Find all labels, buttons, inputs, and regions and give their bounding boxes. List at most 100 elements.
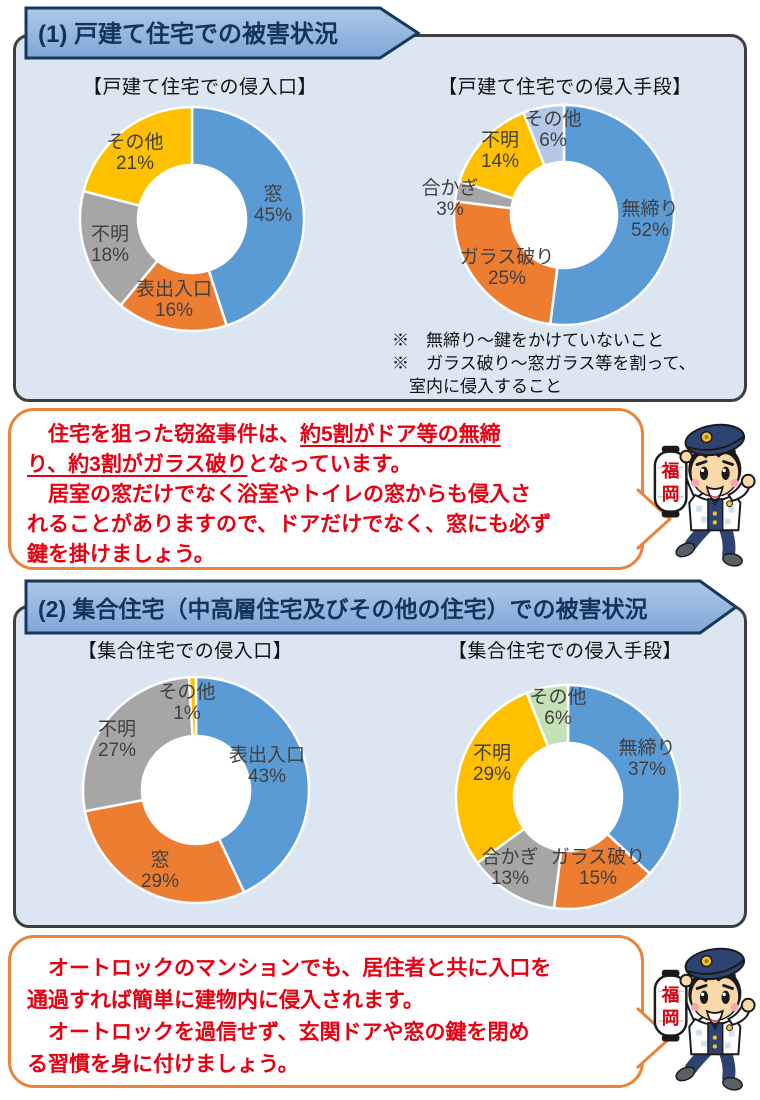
slice-label-name: その他 [158, 681, 215, 703]
right-fist [740, 473, 756, 489]
chart-title-apartment-entry-point: 【集合住宅での侵入口】 [77, 641, 293, 662]
bubble-line: 通過すれば簡単に建物内に侵入されます。 [27, 989, 424, 1012]
slice-label-name: 合かぎ [421, 177, 478, 199]
svg-text:福: 福 [661, 460, 680, 481]
slice-label-value: 29% [473, 764, 511, 785]
svg-text:岡: 岡 [662, 1008, 680, 1028]
section-1-banner: (1) 戸建て住宅での被害状況 [24, 6, 421, 60]
banner-pennant-shape [24, 579, 739, 635]
fukuoka-lantern-icon: 福 岡 [653, 445, 688, 518]
shoe-icon [722, 1076, 743, 1091]
slice-label-name: 不明 [91, 224, 129, 245]
slice-label-value: 29% [141, 871, 179, 892]
bubble-line: 居室の窓だけでなく浴室やトイレの窓からも侵入さ [27, 483, 531, 506]
slice-label-value: 21% [116, 153, 154, 174]
slice-label-name: その他 [529, 686, 586, 708]
police-mascot-character: 福 岡 [653, 423, 756, 567]
badge-icon [726, 500, 733, 508]
slice-label-value: 52% [631, 220, 669, 241]
slice-label-value: 6% [544, 708, 572, 729]
slice-label-name: 表出入口 [136, 278, 212, 300]
police-hat-icon [684, 423, 746, 457]
eye [721, 990, 730, 1004]
footnote-2: ※ ガラス破り～窓ガラス等を割って、 [392, 354, 696, 373]
necktie [710, 1022, 720, 1031]
mascot-head [684, 423, 746, 501]
bubble-line: オートロックのマンションでも、居住者と共に入口を [27, 957, 552, 980]
section-2-banner-label: (2) 集合住宅（中高層住宅及びその他の住宅）での被害状況 [38, 596, 648, 622]
slice-label-name: 窓 [150, 849, 169, 871]
slice-label-name: その他 [106, 131, 163, 153]
slice-label-name: 不明 [473, 743, 511, 764]
section-1-banner-label: (1) 戸建て住宅での被害状況 [38, 20, 338, 48]
bubble-line: る習慣を身に付けましょう。 [27, 1053, 299, 1076]
slice-label-value: 13% [491, 868, 529, 889]
slice-label-value: 16% [155, 300, 193, 321]
donut-hole [511, 162, 617, 268]
fukuoka-lantern-icon: 福 岡 [653, 969, 688, 1042]
bubble-line: れることがありますので、ドアだけでなく、窓にも必ず [27, 513, 552, 536]
bubble-line: オートロックを過信せず、玄関ドアや窓の鍵を閉め [27, 1021, 530, 1044]
bubble-line: 鍵を掛けましょう。 [27, 543, 215, 566]
mascot-figure: 福 岡 [653, 947, 756, 1091]
slice-label-value: 18% [91, 245, 129, 266]
slice-label-name: 無締り [621, 198, 678, 220]
slice-label-name: 合かぎ [481, 846, 538, 868]
shoe-icon [722, 552, 743, 567]
shoe-icon [675, 542, 696, 558]
slice-label-name: ガラス破り [551, 846, 646, 868]
bubble-line: り、約3割がガラス破りとなっています。 [27, 453, 412, 476]
slice-label-name: 窓 [263, 183, 282, 205]
slice-label-value: 15% [579, 868, 617, 889]
speech-bubble-1-tail [636, 488, 672, 550]
police-hat-icon [684, 947, 746, 981]
slice-label-name: 表出入口 [229, 744, 305, 766]
footnote-1: ※ 無締り～鍵をかけていないこと [392, 331, 664, 350]
badge-icon [726, 1024, 733, 1032]
speech-bubble-1-text: 住宅を狙った窃盗事件は、約5割がドア等の無締 り、約3割がガラス破りとなっています… [11, 411, 641, 570]
slice-label-value: 3% [436, 199, 464, 220]
slice-label-name: その他 [524, 108, 581, 130]
mascot-head [684, 947, 746, 1025]
slice-label-value: 27% [98, 740, 136, 761]
slice-label-value: 43% [248, 766, 286, 787]
slice-label-name: 不明 [98, 719, 136, 740]
donut-hole [514, 743, 622, 851]
chart-title-detached-entry-point: 【戸建て住宅での侵入口】 [82, 77, 317, 98]
footnote-3: 室内に侵入すること [392, 377, 562, 396]
mascot-figure: 福 岡 [653, 423, 756, 567]
mouth [705, 485, 724, 501]
slice-label-name: 不明 [481, 130, 519, 151]
necktie [710, 498, 720, 507]
section-2-banner: (2) 集合住宅（中高層住宅及びその他の住宅）での被害状況 [24, 579, 739, 635]
bubble-line: 住宅を狙った窃盗事件は、約5割がドア等の無締 [27, 423, 501, 446]
mouth [705, 1009, 724, 1025]
footnotes: ※ 無締り～鍵をかけていないこと ※ ガラス破り～窓ガラス等を割って、 室内に侵… [392, 329, 744, 398]
eye [699, 466, 709, 480]
slice-label-value: 45% [254, 205, 292, 226]
shoe-icon [675, 1066, 696, 1082]
slice-label-value: 14% [481, 151, 519, 172]
chart-title-detached-entry-method: 【戸建て住宅での侵入手段】 [438, 77, 692, 98]
eye [699, 990, 709, 1004]
speech-bubble-1: 住宅を狙った窃盗事件は、約5割がドア等の無締 り、約3割がガラス破りとなっています… [8, 408, 672, 570]
chart-title-apartment-entry-method: 【集合住宅での侵入手段】 [447, 641, 682, 662]
slice-label-value: 6% [539, 130, 567, 151]
banner-pennant-shape [24, 6, 421, 60]
speech-bubble-2: オートロックのマンションでも、居住者と共に入口を 通過すれば簡単に建物内に侵入され… [8, 935, 672, 1088]
slice-label-value: 37% [628, 759, 666, 780]
svg-text:福: 福 [661, 984, 680, 1005]
police-mascot-character: 福 岡 [653, 947, 756, 1091]
slice-label-name: 無締り [618, 737, 675, 759]
eye [721, 466, 730, 480]
svg-text:岡: 岡 [662, 484, 680, 504]
speech-bubble-2-text: オートロックのマンションでも、居住者と共に入口を 通過すれば簡単に建物内に侵入され… [11, 938, 641, 1081]
donut-hole [142, 736, 250, 844]
slice-label-value: 1% [173, 703, 201, 724]
right-fist [740, 997, 756, 1013]
slice-label-value: 25% [488, 268, 526, 289]
